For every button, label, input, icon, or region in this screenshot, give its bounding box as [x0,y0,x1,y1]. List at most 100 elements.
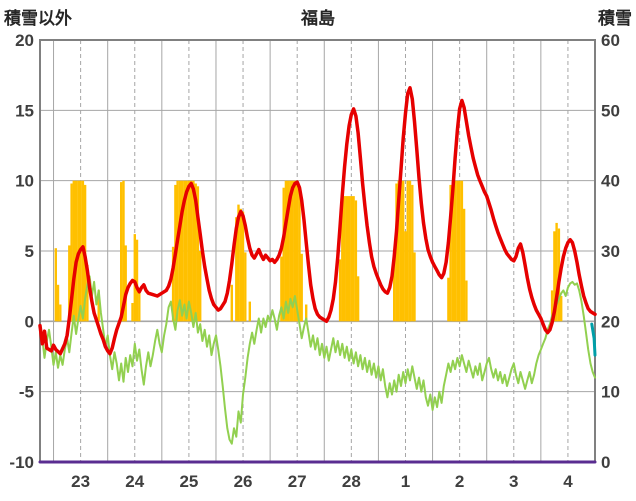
sunshine-bar [291,180,294,322]
x-axis-label: 28 [342,472,361,491]
right-axis-ticks: 60 50 40 30 20 10 0 [601,31,620,472]
sunshine-bar [296,183,299,322]
sunshine-bar [59,304,62,322]
sunshine-bar [298,186,301,322]
sunshine-bar [133,234,136,322]
x-axis-label: 23 [71,472,90,491]
sunshine-bar [411,184,414,322]
sunshine-bars [54,180,563,322]
sunshine-bar [456,180,459,322]
sunshine-bar [395,183,398,322]
sunshine-bar [187,180,191,322]
sunshine-bar [183,180,186,322]
sunshine-bar [305,304,308,322]
sunshine-bar [338,259,342,322]
sunshine-bar [293,180,297,322]
right-tick-label: 30 [601,242,620,261]
sunshine-bar [244,252,247,322]
sunshine-bar [289,180,292,322]
sunshine-bar [120,182,123,322]
left-tick-label: 5 [25,242,34,261]
sunshine-bar [343,196,346,322]
sunshine-bar [185,180,188,322]
sunshine-bar [397,180,400,322]
x-axis-label: 2 [455,472,464,491]
sunshine-bar [449,184,452,322]
sunshine-bar [550,290,554,322]
x-axis-label: 25 [179,472,198,491]
sunshine-bar [300,253,303,322]
right-tick-label: 40 [601,172,620,191]
sunshine-bar [458,180,461,322]
sunshine-bar [352,196,355,322]
sunshine-bar [194,183,197,322]
left-tick-label: -10 [9,453,34,472]
sunshine-bar [241,211,245,322]
left-tick-label: 20 [15,31,34,50]
right-tick-label: 0 [601,453,610,472]
sunshine-bar [402,180,405,322]
sunshine-bar [237,204,240,322]
sunshine-bar [555,222,558,322]
sunshine-bar [239,208,242,322]
sunshine-bar [462,208,466,322]
x-axis-label: 27 [288,472,307,491]
red-temperature-line [38,86,597,356]
sunshine-bar [54,248,57,322]
right-tick-label: 20 [601,312,620,331]
sunshine-bar [553,231,556,322]
sunshine-bar [453,180,457,322]
sunshine-bar [122,180,125,322]
sunshine-bar [97,290,100,322]
sunshine-bar [356,276,360,322]
sunshine-bar [350,196,353,322]
sunshine-bar [406,180,409,322]
left-tick-label: 0 [25,312,34,331]
sunshine-bar [131,303,134,322]
sunshine-bar [404,231,407,322]
left-tick-label: 15 [15,101,34,120]
sunshine-bar [280,256,283,322]
sunshine-bar [287,180,290,322]
sunshine-bar [413,252,416,322]
sunshine-bar [178,180,182,322]
left-axis-title: 積雪以外 [4,9,72,28]
green-series-line [39,275,596,445]
sunshine-bar [465,280,468,322]
sunshine-bar [447,277,450,322]
sunshine-bar [235,217,238,322]
sunshine-bar [171,246,175,322]
sunshine-bar [248,301,251,322]
left-tick-label: 10 [15,172,34,191]
sunshine-bar [345,196,348,322]
x-axis-label: 3 [509,472,518,491]
sunshine-bar [199,251,202,322]
right-tick-label: 50 [601,101,620,120]
x-axis-label: 1 [401,472,410,491]
sunshine-bar [56,284,60,322]
x-axis-labels: 23 24 25 26 27 28 1 2 3 4 [71,472,573,491]
sunshine-bar [460,180,464,322]
sunshine-bar [70,183,73,322]
sunshine-bar [230,284,233,322]
x-axis-label: 24 [125,472,144,491]
right-tick-label: 60 [601,31,620,50]
x-axis-label: 4 [563,472,573,491]
sunshine-bar [138,291,141,322]
sunshine-bar [74,180,78,322]
teal-end-mark-line [590,322,597,357]
right-tick-label: 10 [601,383,620,402]
sunshine-bar [341,196,344,322]
sunshine-bar [135,239,139,322]
sunshine-bar [72,180,75,322]
right-axis-title: 積雪 [598,9,632,28]
sunshine-bar [196,186,200,322]
sunshine-bar [180,180,184,322]
sunshine-bar [393,249,396,322]
sunshine-bar [451,180,455,322]
sunshine-bar [190,180,193,322]
sunshine-bar [282,187,285,322]
sunshine-bar [347,196,351,322]
